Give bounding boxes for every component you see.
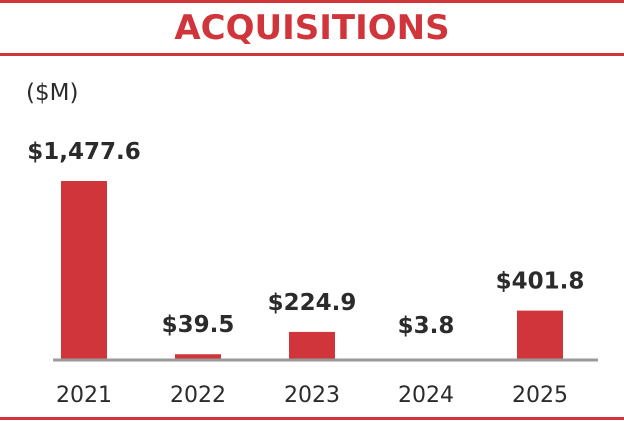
bar-2022 <box>175 354 221 359</box>
value-labels-group: $1,477.6 $39.5 $224.9 $3.8 $401.8 <box>27 139 584 339</box>
category-labels-group: 2021 2022 2023 2024 2025 <box>56 383 568 408</box>
category-label-2022: 2022 <box>170 383 226 408</box>
value-label-2023: $224.9 <box>268 290 357 316</box>
bars-group <box>61 181 563 359</box>
bar-2023 <box>289 331 335 359</box>
unit-label: ($M) <box>26 80 79 106</box>
value-label-2021: $1,477.6 <box>27 139 141 165</box>
value-label-2024: $3.8 <box>398 313 455 339</box>
bottom-rule <box>0 417 624 420</box>
title-rule <box>0 53 624 56</box>
category-label-2025: 2025 <box>512 383 568 408</box>
category-label-2024: 2024 <box>398 383 454 408</box>
category-label-2021: 2021 <box>56 383 112 408</box>
top-rule <box>0 0 624 3</box>
value-label-2022: $39.5 <box>162 312 235 338</box>
bar-2021 <box>61 181 107 359</box>
category-label-2023: 2023 <box>284 383 340 408</box>
bar-2025 <box>517 310 563 359</box>
value-label-2025: $401.8 <box>496 269 585 295</box>
chart-title: ACQUISITIONS <box>174 8 450 48</box>
